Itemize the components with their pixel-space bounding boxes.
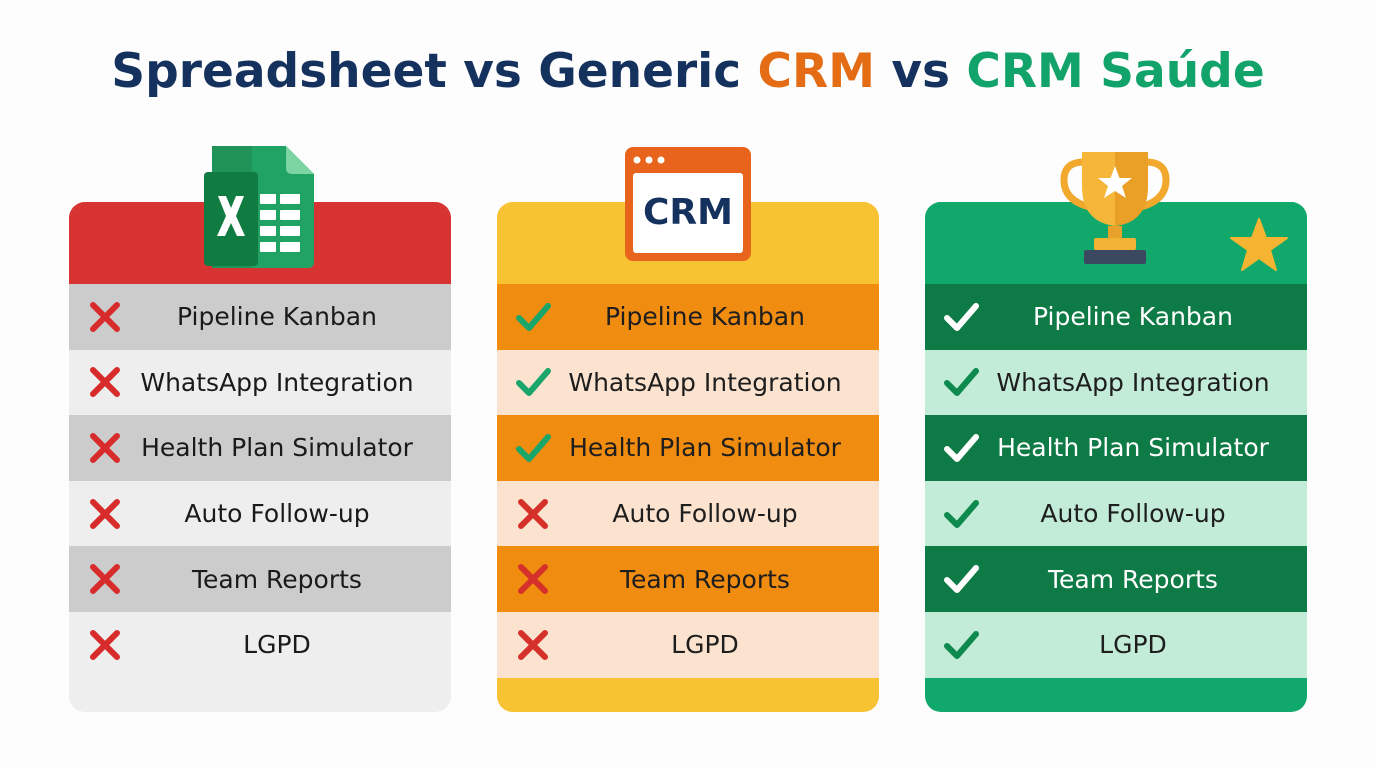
title-part-2: CRM — [757, 44, 875, 99]
feature-label: LGPD — [1099, 630, 1167, 660]
check-icon — [516, 433, 551, 462]
spreadsheet-row-pipeline-kanban: Pipeline Kanban — [69, 284, 451, 350]
check-icon — [944, 433, 979, 462]
generic-crm-row-team-reports: Team Reports — [497, 546, 879, 612]
check-icon — [944, 630, 979, 659]
generic-crm-card: Pipeline Kanban WhatsApp Integration Healt… — [497, 202, 879, 712]
cross-icon — [90, 629, 120, 660]
crm-saude-row-auto-follow-up: Auto Follow-up — [925, 480, 1307, 547]
crm-saude-row-health-plan-simulator: Health Plan Simulator — [925, 415, 1307, 481]
cross-icon — [518, 564, 548, 595]
page-title: Spreadsheet vs Generic CRM vs CRM Saúde — [0, 44, 1376, 99]
spreadsheet-row-whatsapp-integration: WhatsApp Integration — [69, 349, 451, 416]
generic-crm-row-auto-follow-up: Auto Follow-up — [497, 480, 879, 547]
spreadsheet-row-health-plan-simulator: Health Plan Simulator — [69, 415, 451, 481]
title-part-3: vs — [874, 44, 967, 99]
crm-saude-card: Pipeline Kanban WhatsApp Integration Healt… — [925, 202, 1307, 712]
cross-icon — [518, 629, 548, 660]
crm-window-icon: CRM — [625, 147, 751, 261]
feature-label: Team Reports — [620, 564, 790, 594]
feature-label: Health Plan Simulator — [569, 433, 841, 463]
check-icon — [944, 499, 979, 528]
cross-icon — [90, 564, 120, 595]
spreadsheet-row-team-reports: Team Reports — [69, 546, 451, 612]
check-icon — [516, 302, 551, 331]
crm-saude-row-whatsapp-integration: WhatsApp Integration — [925, 349, 1307, 416]
feature-label: Auto Follow-up — [612, 499, 798, 529]
feature-label: Team Reports — [1048, 564, 1218, 594]
spreadsheet-row-lgpd: LGPD — [69, 611, 451, 678]
check-icon — [516, 368, 551, 397]
cross-icon — [90, 367, 120, 398]
cross-icon — [518, 498, 548, 529]
excel-icon — [204, 146, 314, 268]
cross-icon — [90, 432, 120, 463]
feature-label: Team Reports — [192, 564, 362, 594]
check-icon — [944, 368, 979, 397]
feature-label: Pipeline Kanban — [605, 302, 805, 332]
cross-icon — [90, 301, 120, 332]
crm-saude-row-lgpd: LGPD — [925, 611, 1307, 678]
crm-saude-row-pipeline-kanban: Pipeline Kanban — [925, 284, 1307, 350]
spreadsheet-row-auto-follow-up: Auto Follow-up — [69, 480, 451, 547]
generic-crm-row-health-plan-simulator: Health Plan Simulator — [497, 415, 879, 481]
feature-label: WhatsApp Integration — [996, 367, 1270, 397]
check-icon — [944, 302, 979, 331]
feature-label: WhatsApp Integration — [568, 367, 842, 397]
feature-label: LGPD — [243, 630, 311, 660]
title-part-4: CRM Saúde — [966, 44, 1265, 99]
star-icon — [1230, 218, 1288, 271]
feature-label: LGPD — [671, 630, 739, 660]
cross-icon — [90, 498, 120, 529]
title-part-1: Spreadsheet vs Generic — [111, 44, 758, 99]
feature-label: Health Plan Simulator — [141, 433, 413, 463]
feature-label: Pipeline Kanban — [1033, 302, 1233, 332]
generic-crm-row-pipeline-kanban: Pipeline Kanban — [497, 284, 879, 350]
crm-saude-row-team-reports: Team Reports — [925, 546, 1307, 612]
feature-label: Health Plan Simulator — [997, 433, 1269, 463]
feature-label: Auto Follow-up — [1040, 499, 1226, 529]
feature-label: WhatsApp Integration — [140, 367, 414, 397]
check-icon — [944, 565, 979, 594]
trophy-icon — [1060, 152, 1170, 264]
generic-crm-row-lgpd: LGPD — [497, 611, 879, 678]
feature-label: Pipeline Kanban — [177, 302, 377, 332]
spreadsheet-card: Pipeline Kanban WhatsApp Integration Healt… — [69, 202, 451, 712]
crm-icon-label: CRM — [643, 192, 733, 233]
generic-crm-row-whatsapp-integration: WhatsApp Integration — [497, 349, 879, 416]
feature-label: Auto Follow-up — [184, 499, 370, 529]
